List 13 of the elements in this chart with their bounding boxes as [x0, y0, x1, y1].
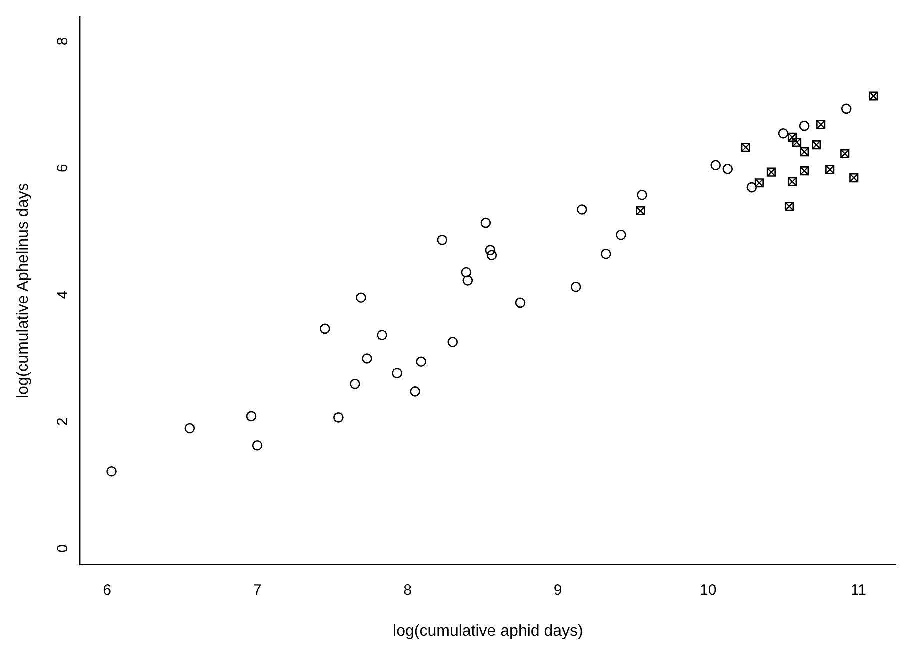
y-tick-label: 4: [54, 290, 72, 300]
x-tick-label: 11: [850, 582, 866, 599]
x-tick-label: 6: [103, 582, 112, 599]
x-tick-label: 9: [554, 582, 562, 599]
y-tick-label: 6: [54, 164, 72, 172]
x-tick-label: 7: [253, 582, 262, 599]
x-tick-label: 10: [700, 582, 717, 599]
y-tick-label: 8: [54, 37, 72, 46]
y-axis-title: log(cumulative Aphelinus days: [15, 183, 32, 399]
x-tick-label: 8: [404, 582, 412, 599]
y-tick-label: 0: [54, 544, 72, 553]
x-axis-title: log(cumulative aphid days): [393, 622, 584, 640]
y-tick-label: 2: [54, 418, 72, 426]
